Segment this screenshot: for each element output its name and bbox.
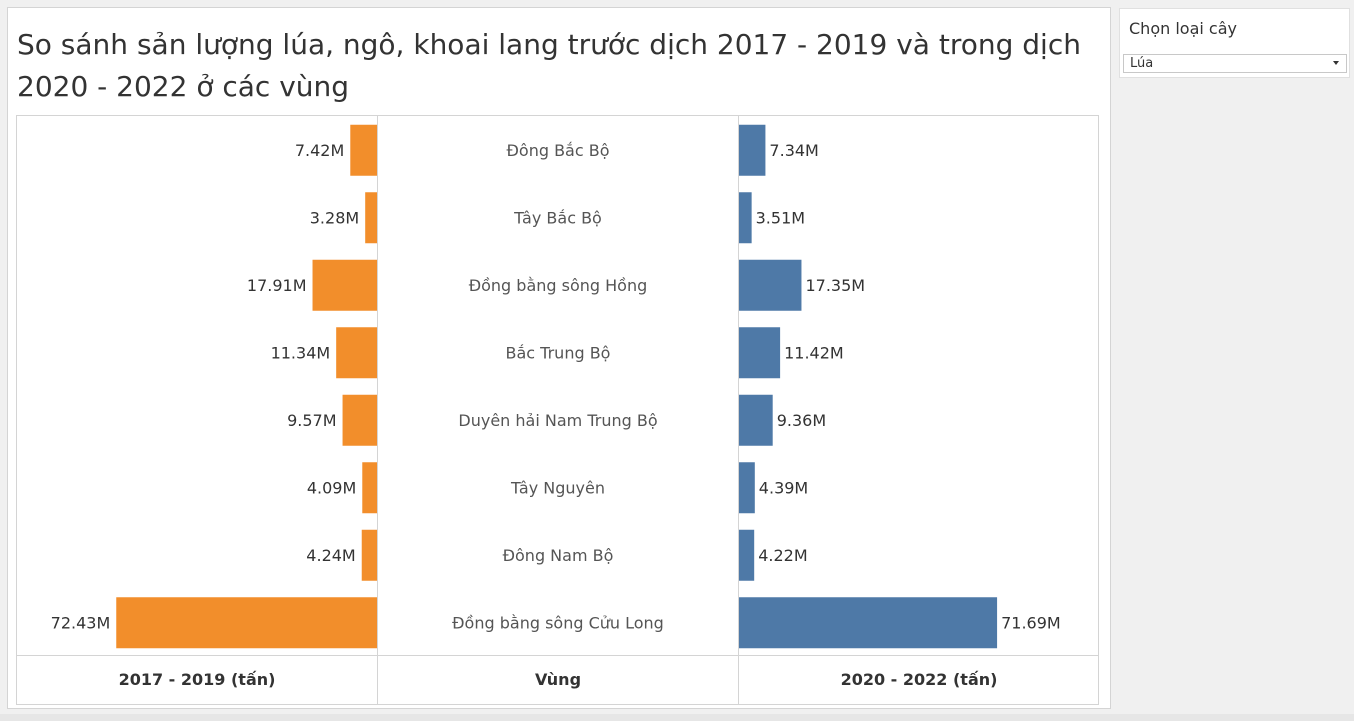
data-label-2020-2022: 4.22M bbox=[758, 546, 807, 565]
bar-2017-2019[interactable] bbox=[362, 462, 377, 514]
data-label-2020-2022: 11.42M bbox=[784, 343, 844, 362]
data-label-2017-2019: 72.43M bbox=[51, 613, 111, 632]
chart-svg: 7.42M Đông Bắc Bộ 7.34M 3.28M Tây Bắc Bộ 3.51… bbox=[17, 116, 1098, 704]
category-label: Duyên hải Nam Trung Bộ bbox=[458, 411, 657, 430]
chevron-down-icon[interactable] bbox=[1333, 61, 1339, 65]
bar-2020-2022[interactable] bbox=[739, 597, 998, 649]
category-label: Bắc Trung Bộ bbox=[506, 343, 611, 362]
data-label-2017-2019: 3.28M bbox=[310, 208, 359, 227]
bar-2020-2022[interactable] bbox=[739, 529, 755, 581]
category-label: Đồng bằng sông Cửu Long bbox=[452, 613, 664, 632]
data-label-2017-2019: 17.91M bbox=[247, 276, 307, 295]
data-label-2017-2019: 4.09M bbox=[307, 478, 356, 497]
data-label-2020-2022: 71.69M bbox=[1001, 613, 1061, 632]
data-label-2020-2022: 4.39M bbox=[759, 478, 808, 497]
bar-2017-2019[interactable] bbox=[365, 192, 377, 244]
data-label-2017-2019: 9.57M bbox=[287, 411, 336, 430]
data-label-2017-2019: 11.34M bbox=[271, 343, 331, 362]
bottom-tab-strip bbox=[0, 714, 1354, 721]
category-label: Tây Bắc Bộ bbox=[513, 208, 602, 227]
bar-2020-2022[interactable] bbox=[739, 192, 752, 244]
category-label: Đông Bắc Bộ bbox=[507, 141, 610, 160]
crop-type-filter: Chọn loại cây Lúa bbox=[1119, 8, 1350, 78]
column-header-2017-2019: 2017 - 2019 (tấn) bbox=[119, 670, 276, 689]
data-label-2017-2019: 4.24M bbox=[306, 546, 355, 565]
butterfly-chart: 7.42M Đông Bắc Bộ 7.34M 3.28M Tây Bắc Bộ 3.51… bbox=[16, 115, 1099, 705]
category-label: Đông Nam Bộ bbox=[503, 546, 614, 565]
data-label-2020-2022: 9.36M bbox=[777, 411, 826, 430]
data-label-2020-2022: 17.35M bbox=[805, 276, 865, 295]
data-label-2020-2022: 7.34M bbox=[769, 141, 818, 160]
bar-2017-2019[interactable] bbox=[116, 597, 377, 649]
data-label-2017-2019: 7.42M bbox=[295, 141, 344, 160]
bar-2020-2022[interactable] bbox=[739, 259, 802, 311]
bar-2017-2019[interactable] bbox=[312, 259, 377, 311]
category-label: Đồng bằng sông Hồng bbox=[469, 276, 648, 295]
filter-title: Chọn loại cây bbox=[1129, 19, 1237, 38]
data-label-2020-2022: 3.51M bbox=[756, 208, 805, 227]
column-header-region: Vùng bbox=[535, 670, 581, 689]
column-header-2020-2022: 2020 - 2022 (tấn) bbox=[841, 670, 998, 689]
bar-2020-2022[interactable] bbox=[739, 327, 781, 379]
crop-type-selected-value: Lúa bbox=[1130, 56, 1154, 71]
bar-2017-2019[interactable] bbox=[336, 327, 377, 379]
category-label: Tây Nguyên bbox=[510, 478, 605, 497]
bar-2020-2022[interactable] bbox=[739, 462, 755, 514]
bar-2020-2022[interactable] bbox=[739, 394, 773, 446]
bar-2017-2019[interactable] bbox=[342, 394, 377, 446]
crop-type-dropdown[interactable]: Lúa bbox=[1123, 54, 1347, 73]
bar-2017-2019[interactable] bbox=[350, 124, 377, 176]
chart-title: So sánh sản lượng lúa, ngô, khoai lang t… bbox=[17, 28, 1081, 103]
bar-2017-2019[interactable] bbox=[361, 529, 377, 581]
dashboard-panel: So sánh sản lượng lúa, ngô, khoai lang t… bbox=[7, 7, 1111, 709]
bar-2020-2022[interactable] bbox=[739, 124, 766, 176]
